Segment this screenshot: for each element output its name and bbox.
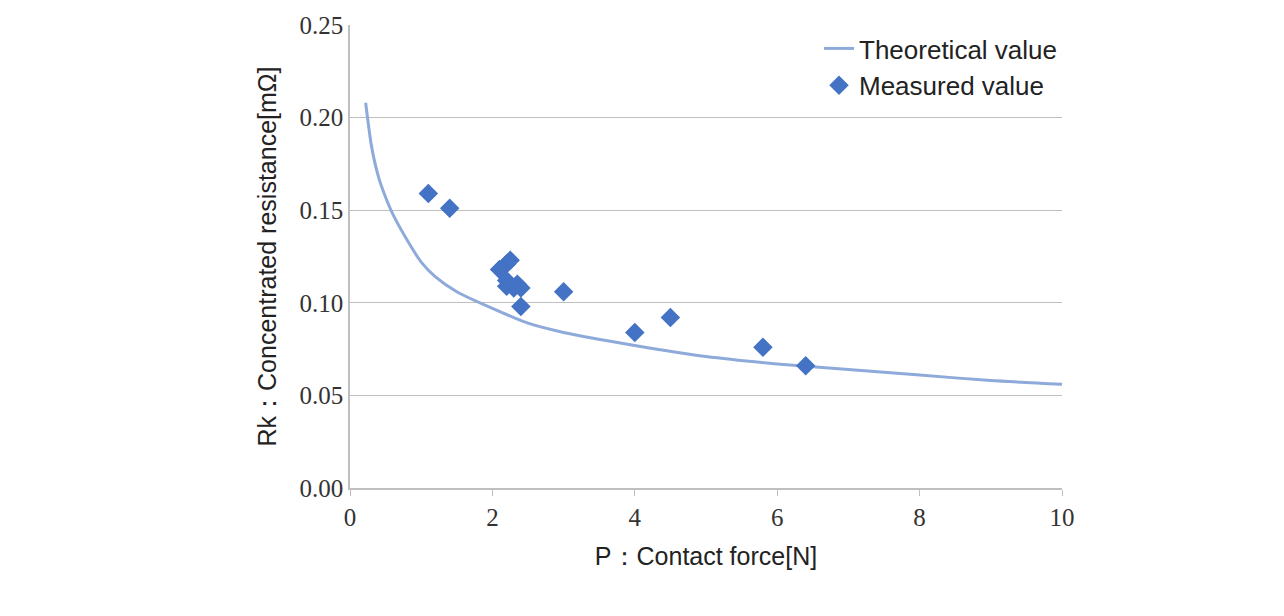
svg-text:0: 0 [344,504,357,531]
svg-text:0.05: 0.05 [300,382,344,409]
svg-text:0.25: 0.25 [300,12,344,39]
svg-text:4: 4 [629,504,642,531]
svg-text:2: 2 [486,504,499,531]
svg-text:10: 10 [1050,504,1075,531]
svg-text:P：Contact force[N]: P：Contact force[N] [595,542,817,570]
svg-text:Measured value: Measured value [859,71,1044,101]
svg-text:0.20: 0.20 [300,104,344,131]
svg-text:Rk：Concentrated resistance[mΩ]: Rk：Concentrated resistance[mΩ] [253,67,281,447]
svg-text:0.00: 0.00 [300,475,344,502]
svg-text:8: 8 [913,504,926,531]
svg-text:Theoretical value: Theoretical value [859,35,1057,65]
svg-text:6: 6 [771,504,784,531]
svg-text:0.10: 0.10 [300,290,344,317]
svg-text:0.15: 0.15 [300,197,344,224]
